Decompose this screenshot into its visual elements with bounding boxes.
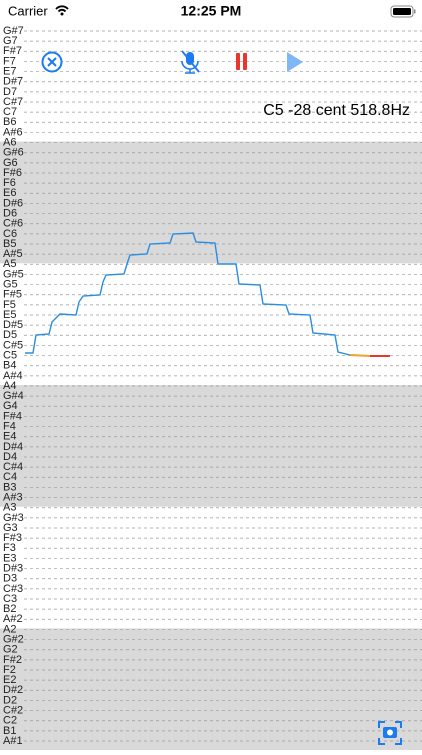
note-label: G#7 (3, 25, 24, 37)
close-button[interactable] (41, 51, 63, 73)
carrier: Carrier (8, 3, 48, 18)
note-label: D6 (3, 207, 17, 219)
note-label: F4 (3, 420, 16, 432)
note-label: B4 (3, 360, 16, 372)
note-label: F#4 (3, 410, 22, 422)
note-label: A6 (3, 136, 16, 148)
note-label: D#2 (3, 684, 23, 696)
note-label: B3 (3, 481, 16, 493)
wifi-dot (60, 12, 64, 16)
note-label: F6 (3, 177, 16, 189)
note-label: E6 (3, 187, 16, 199)
note-label: G#5 (3, 268, 24, 280)
note-label: F#5 (3, 289, 22, 301)
note-label: E3 (3, 552, 16, 564)
play-button[interactable] (287, 52, 303, 72)
note-label: A2 (3, 623, 16, 635)
note-label: C#2 (3, 704, 23, 716)
note-label: A#2 (3, 613, 23, 625)
note-label: F7 (3, 55, 16, 67)
note-label: C6 (3, 228, 17, 240)
battery-level (393, 8, 411, 15)
note-label: G#6 (3, 147, 24, 159)
clock: 12:25 PM (181, 3, 242, 19)
battery-tip (414, 9, 416, 14)
note-label: C2 (3, 715, 17, 727)
note-label: A5 (3, 258, 16, 270)
note-label: A#5 (3, 248, 23, 260)
note-label: D#7 (3, 76, 23, 88)
pause-button[interactable] (236, 53, 247, 70)
screenshot-button[interactable] (378, 721, 402, 745)
note-label: E7 (3, 65, 16, 77)
note-label: F#2 (3, 654, 22, 666)
note-label: C3 (3, 593, 17, 605)
note-label: G#3 (3, 512, 24, 524)
note-label: E2 (3, 674, 16, 686)
note-label: B5 (3, 238, 16, 250)
note-label: C4 (3, 471, 17, 483)
note-label: B1 (3, 725, 16, 737)
note-label: C#7 (3, 96, 23, 108)
note-label: E5 (3, 309, 16, 321)
note-label: G2 (3, 644, 18, 656)
note-label: F#6 (3, 167, 22, 179)
octave-band (0, 628, 422, 750)
pitch-trace (25, 232, 351, 356)
note-label: D4 (3, 451, 17, 463)
octave-band (0, 385, 422, 507)
note-label: A#3 (3, 491, 23, 503)
octave-band (0, 141, 422, 264)
note-label: C5 (3, 349, 17, 361)
note-label: E4 (3, 431, 16, 443)
note-label: F#3 (3, 532, 22, 544)
note-label: D#6 (3, 197, 23, 209)
battery (390, 5, 414, 18)
note-label: D7 (3, 86, 17, 98)
note-label: C#4 (3, 461, 23, 473)
note-label: D5 (3, 329, 17, 341)
note-label: C7 (3, 106, 17, 118)
note-label: D#3 (3, 562, 23, 574)
note-label: A#4 (3, 370, 23, 382)
note-label: C#6 (3, 218, 23, 230)
note-label: D#4 (3, 441, 23, 453)
note-label: A3 (3, 502, 16, 514)
wifi-icon (55, 5, 69, 13)
note-grid: G#7G7F#7F7E7D#7D7C#7C7B6A#6A6G#6G6F#6F6E… (0, 25, 422, 750)
note-label: D3 (3, 573, 17, 585)
note-label: B6 (3, 116, 16, 128)
note-label: C#5 (3, 339, 23, 351)
note-label: A4 (3, 380, 16, 392)
note-label: G3 (3, 522, 18, 534)
note-label: F5 (3, 299, 16, 311)
note-label: G7 (3, 35, 18, 47)
note-label: B2 (3, 603, 16, 615)
note-label: C#3 (3, 583, 23, 595)
note-label: G#4 (3, 390, 24, 402)
note-label: F2 (3, 664, 16, 676)
pitch-readout: C5 -28 cent 518.8Hz (263, 102, 410, 119)
mic-off-button[interactable] (181, 50, 200, 74)
note-label: G5 (3, 278, 18, 290)
note-label: A#1 (3, 735, 23, 747)
note-label: G4 (3, 400, 18, 412)
note-label: G#2 (3, 633, 24, 645)
note-label: F3 (3, 542, 16, 554)
note-label: G6 (3, 157, 18, 169)
note-label: D2 (3, 694, 17, 706)
note-label: D#5 (3, 319, 23, 331)
note-label: F#7 (3, 45, 22, 57)
note-label: A#6 (3, 126, 23, 138)
pitch-trace-recent (349, 354, 371, 357)
